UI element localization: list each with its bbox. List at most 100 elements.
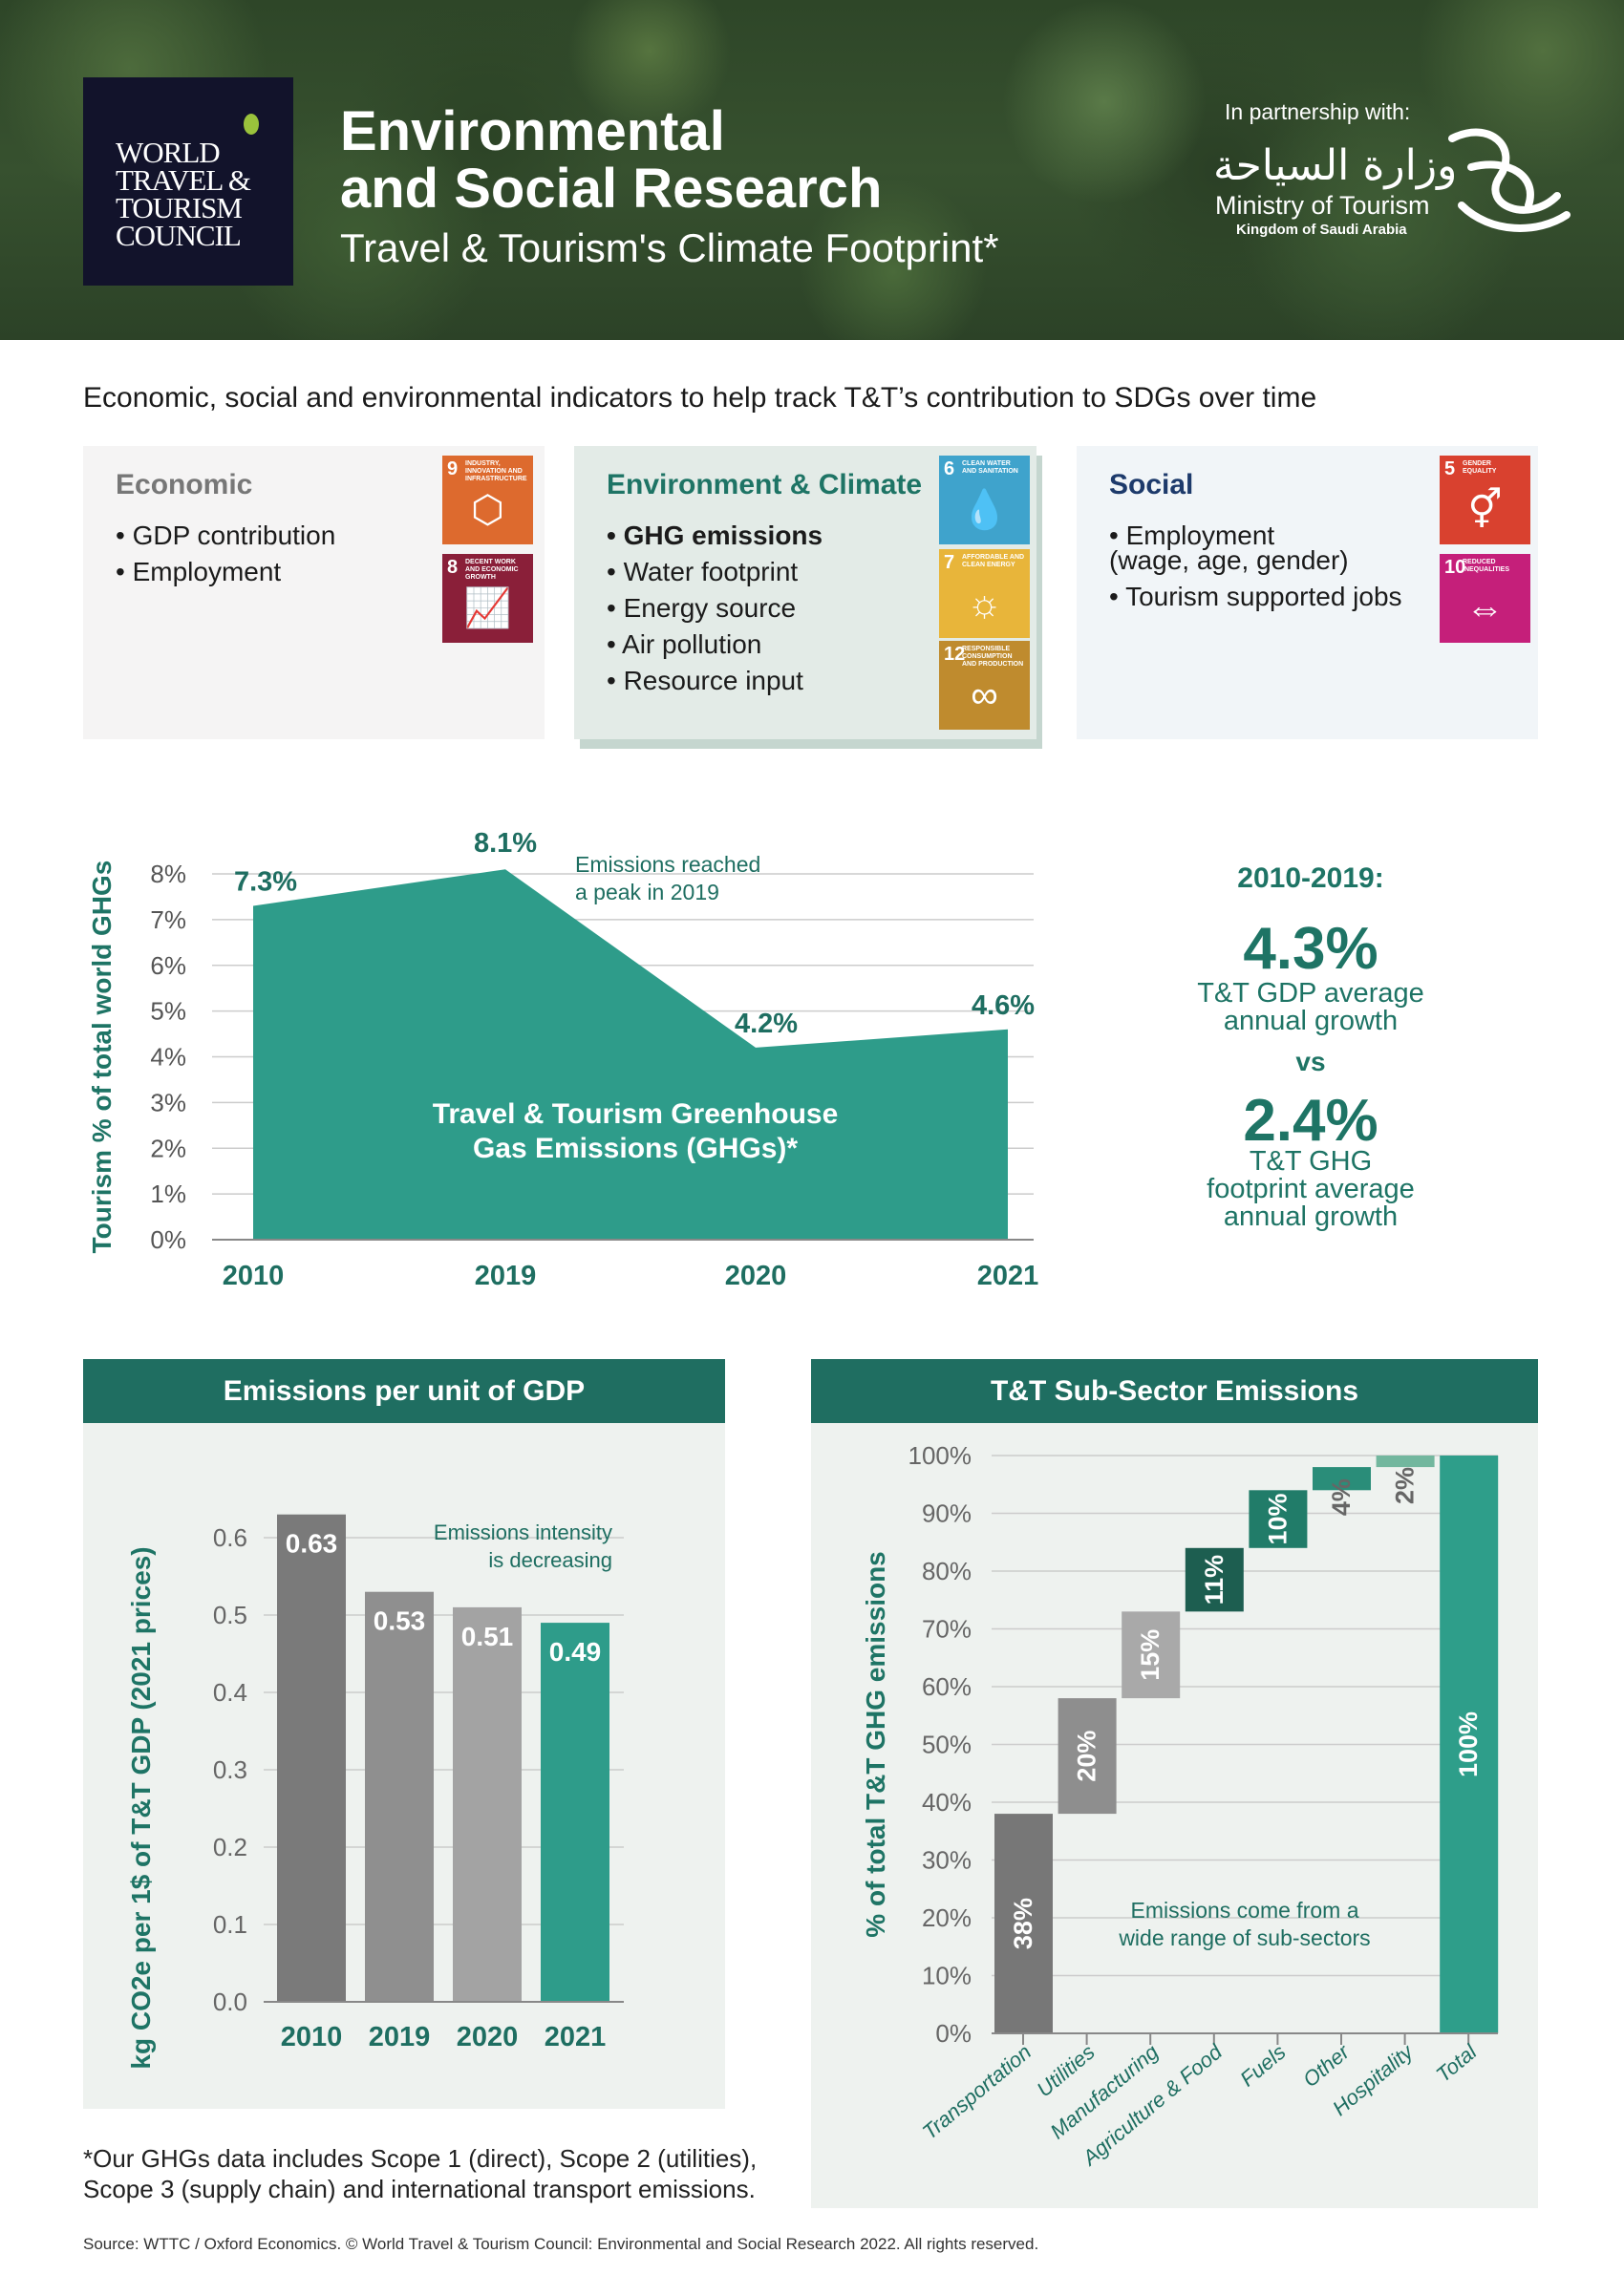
sdg-8-badge: 8 DECENT WORK AND ECONOMIC GROWTH 📈	[442, 554, 533, 643]
partner-name: Ministry of Tourism	[1215, 191, 1430, 220]
data-label: 38%	[1009, 1898, 1037, 1949]
data-label: 4.2%	[735, 1009, 798, 1039]
bar	[1440, 1456, 1499, 2033]
data-label: 0.51	[461, 1622, 514, 1651]
data-label: 10%	[1263, 1494, 1292, 1545]
data-label: 0.53	[374, 1606, 426, 1636]
y-tick-label: 0%	[935, 2019, 972, 2048]
sdg-12-badge: 12 RESPONSIBLE CONSUMPTION AND PRODUCTION…	[939, 641, 1030, 730]
label-line: T&T GHG	[1249, 1146, 1373, 1177]
sdg-number: 12	[944, 644, 966, 665]
gdp-growth-label: T&T GDP average annual growth	[1120, 980, 1502, 1035]
data-label: 20%	[1073, 1731, 1101, 1782]
bar	[1185, 1547, 1244, 1612]
sdg-label: INDUSTRY, INNOVATION AND INFRASTRUCTURE	[465, 460, 527, 482]
sub-sector-waterfall-chart: 0% 10% 20% 30% 40% 50% 60% 70% 80% 90% 100% 38% Tran…	[861, 1441, 1499, 2171]
sdg-number: 7	[944, 552, 955, 573]
vs-label: vs	[1295, 1047, 1326, 1076]
data-label: 4%	[1327, 1478, 1356, 1516]
sdg-6-badge: 6 CLEAN WATER AND SANITATION 💧	[939, 456, 1030, 544]
x-tick-label: Manufacturing	[1046, 2039, 1164, 2143]
bar	[1058, 1698, 1117, 1815]
card-bullet: • Employment	[1109, 521, 1275, 550]
emissions-per-gdp-bar-chart: 0.0 0.1 0.2 0.3 0.4 0.5 0.6 0.63 2010 0.53 2019 0.5…	[126, 1514, 624, 2070]
sdg-label: RESPONSIBLE CONSUMPTION AND PRODUCTION	[962, 646, 1024, 668]
card-title: Environment & Climate	[607, 469, 923, 500]
card-bullet: • Employment	[116, 557, 282, 586]
bar	[994, 1814, 1053, 2033]
y-tick-label: 80%	[922, 1557, 972, 1585]
footnote-line: *Our GHGs data includes Scope 1 (direct)…	[83, 2144, 758, 2173]
data-label: 11%	[1200, 1555, 1229, 1605]
title-line: and Social Research	[340, 158, 883, 220]
footnote: *Our GHGs data includes Scope 1 (direct)…	[83, 2143, 757, 2204]
x-tick-label: 2010	[281, 2022, 343, 2052]
x-tick-label: Other	[1298, 2039, 1356, 2093]
partner-country: Kingdom of Saudi Arabia	[1236, 222, 1407, 238]
y-tick-label: 3%	[150, 1088, 186, 1116]
data-label: 4.6%	[972, 990, 1035, 1021]
sdg-5-badge: 5 GENDER EQUALITY ⚥	[1440, 456, 1530, 544]
data-label: 2%	[1391, 1467, 1420, 1504]
x-tick-label: 2020	[725, 1261, 787, 1291]
sdg-10-badge: 10 REDUCED INEQUALITIES ⇔	[1440, 554, 1530, 643]
y-tick-label: 5%	[150, 997, 186, 1026]
card-bullet: • Resource input	[607, 666, 803, 695]
annotation: Emissions come from a	[1130, 1898, 1358, 1923]
y-tick-label: 30%	[922, 1846, 972, 1875]
label-line: footprint average	[1207, 1174, 1415, 1204]
y-axis-label: kg CO2e per 1$ of T&T GDP (2021 prices)	[126, 1546, 156, 2069]
y-tick-label: 100%	[908, 1441, 972, 1470]
annotation: is decreasing	[488, 1548, 612, 1572]
sdg-number: 10	[1444, 557, 1466, 578]
partnership-label: In partnership with:	[1225, 99, 1411, 124]
bar	[277, 1514, 346, 2002]
y-tick-label: 4%	[150, 1043, 186, 1072]
x-tick-label: Transportation	[918, 2040, 1036, 2144]
area-series	[253, 869, 1008, 1240]
annotation: wide range of sub-sectors	[1118, 1925, 1370, 1950]
indicator-card-environment: Environment & Climate • GHG emissions • Wa…	[574, 446, 1036, 739]
x-tick-label: 2019	[369, 2022, 431, 2052]
indicator-card-social: Social • Employment (wage, age, gender) • T…	[1077, 446, 1538, 739]
card-title: Economic	[116, 469, 253, 500]
partner-logo-arabic: وزارة السياحة	[1213, 141, 1458, 190]
y-tick-label: 8%	[150, 860, 186, 888]
y-tick-label: 20%	[922, 1903, 972, 1932]
y-tick-label: 70%	[922, 1615, 972, 1644]
data-label: 15%	[1136, 1629, 1165, 1681]
logo-text: TRAVEL &	[116, 163, 251, 197]
sdg-7-badge: 7 AFFORDABLE AND CLEAN ENERGY ☼	[939, 549, 1030, 638]
label-line: annual growth	[1223, 1201, 1399, 1232]
annotation: Emissions reached	[575, 852, 760, 877]
sdg-label: REDUCED INEQUALITIES	[1463, 559, 1510, 573]
card-bullet: (wage, age, gender)	[1109, 545, 1349, 575]
x-tick-label: 2019	[475, 1261, 537, 1291]
gender-equality-icon: ⚥	[1467, 489, 1503, 531]
data-label: 7.3%	[234, 867, 297, 898]
sdg-number: 9	[447, 458, 459, 479]
y-tick-label: 0.5	[213, 1601, 247, 1629]
y-tick-label: 0.6	[213, 1523, 247, 1552]
ghg-share-area-chart: 0% 1% 2% 3% 4% 5% 6% 7% 8% 2010 2019 2020 2021 7.3% 8.…	[87, 828, 1038, 1291]
y-tick-label: 0.2	[213, 1833, 247, 1861]
card-bullet: • Energy source	[607, 593, 797, 623]
y-tick-label: 1%	[150, 1180, 186, 1208]
card-title: Social	[1109, 469, 1194, 500]
y-tick-label: 0.4	[213, 1678, 247, 1707]
area-inner-label: Travel & Tourism Greenhouse	[433, 1098, 839, 1130]
y-tick-label: 0.3	[213, 1755, 247, 1784]
y-tick-label: 0.1	[213, 1910, 247, 1939]
x-tick-label: Total	[1431, 2039, 1482, 2087]
logo-leaf-icon	[244, 114, 259, 135]
sun-power-icon: ☼	[967, 583, 1002, 625]
ghg-growth-label: T&T GHG footprint average annual growth	[1120, 1148, 1502, 1231]
x-tick-label: 2021	[545, 2022, 607, 2052]
y-axis-label: Tourism % of total world GHGs	[87, 861, 117, 1254]
y-tick-label: 0.0	[213, 1988, 247, 2016]
infinity-icon: ∞	[971, 674, 998, 716]
logo-text: TOURISM	[116, 191, 243, 224]
indicator-card-economic: Economic • GDP contribution • Employment 9 I…	[83, 446, 545, 739]
label-line: annual growth	[1223, 1006, 1399, 1036]
bar	[453, 1606, 522, 2002]
